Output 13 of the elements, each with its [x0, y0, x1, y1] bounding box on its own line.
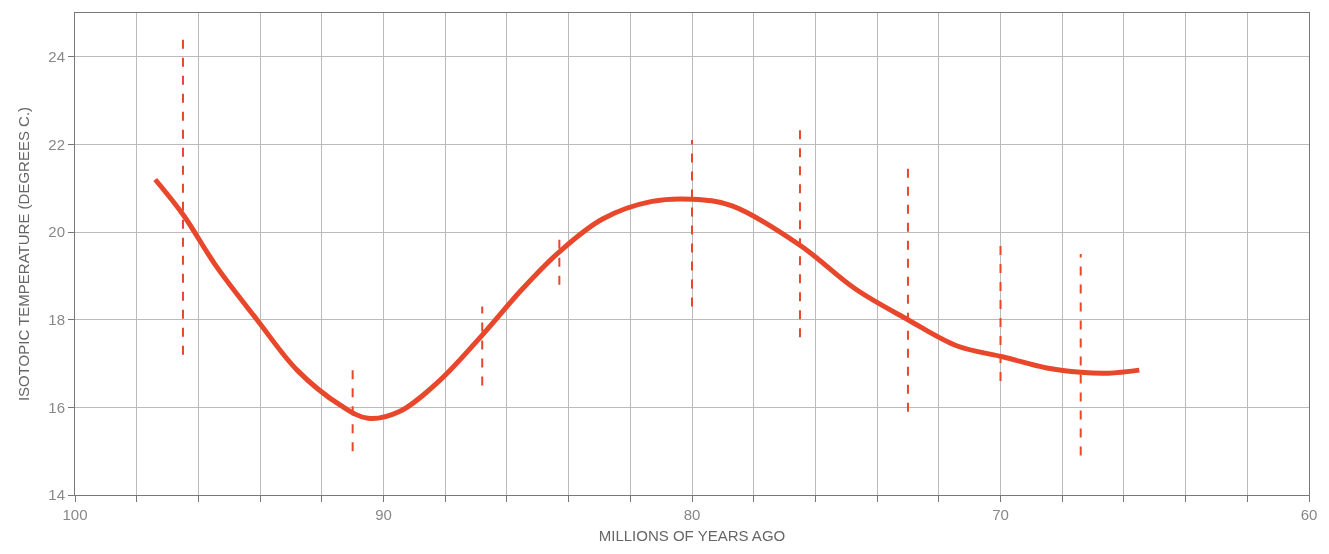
y-tick-label: 16: [48, 398, 65, 416]
y-tick-label: 24: [48, 48, 65, 66]
x-tick-label: 90: [375, 506, 392, 523]
x-tick-label: 100: [62, 506, 88, 523]
x-tick-label: 60: [1300, 506, 1318, 523]
x-tick-label: 70: [992, 506, 1009, 523]
y-tick-label: 14: [48, 486, 65, 504]
y-tick-label: 18: [48, 310, 65, 328]
x-axis-title: MILLIONS OF YEARS AGO: [598, 527, 786, 544]
x-tick-label: 80: [683, 506, 701, 523]
y-tick-label: 22: [48, 135, 65, 153]
y-tick-label: 20: [48, 223, 65, 241]
y-axis-title: ISOTOPIC TEMPERATURE (DEGREES C.): [14, 106, 32, 402]
